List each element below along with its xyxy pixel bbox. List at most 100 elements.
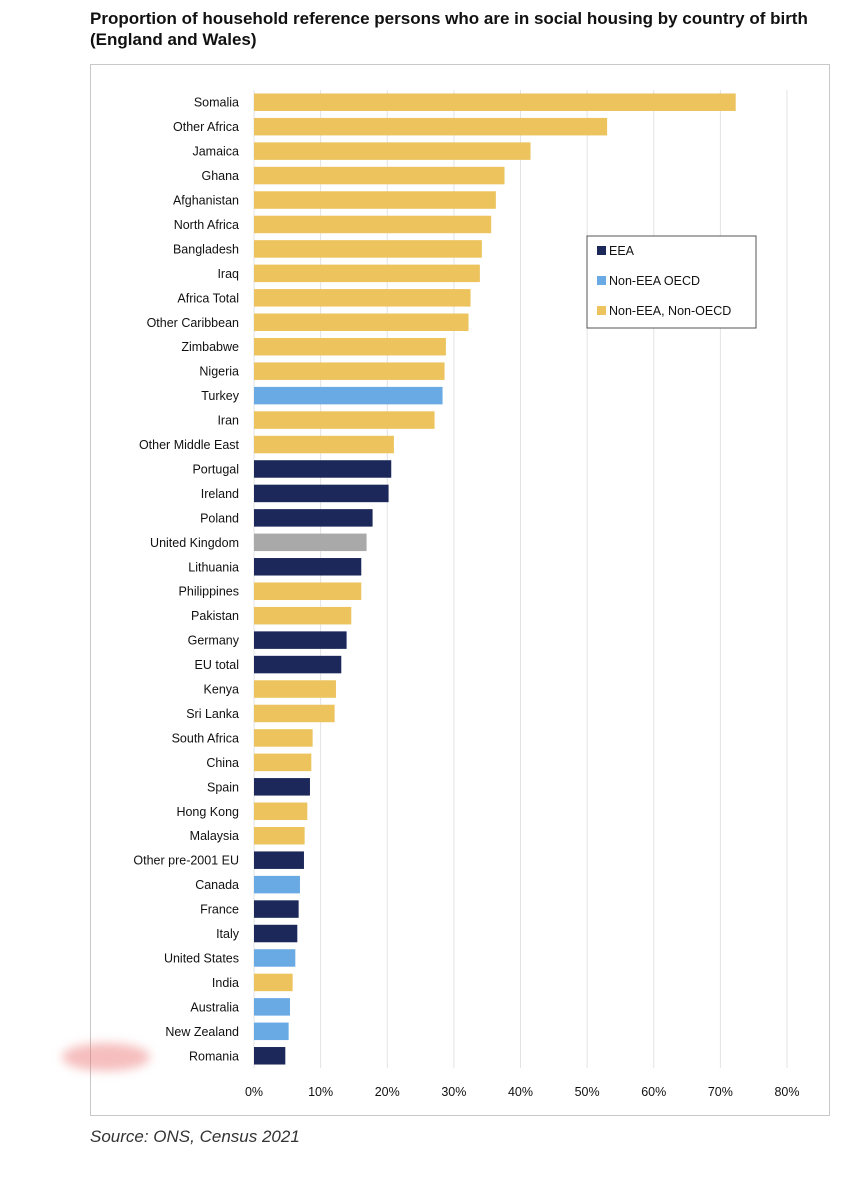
- category-label: Somalia: [194, 96, 239, 110]
- source-note: Source: ONS, Census 2021: [90, 1127, 300, 1146]
- category-label: North Africa: [174, 218, 239, 232]
- category-label: United Kingdom: [150, 536, 239, 550]
- bar-romania: [254, 1047, 286, 1065]
- category-label: Africa Total: [177, 291, 239, 305]
- category-label: Turkey: [201, 389, 239, 403]
- bars: [254, 93, 736, 1065]
- bar-other-middle-east: [254, 435, 394, 454]
- x-tick-label: 0%: [245, 1085, 263, 1099]
- bar-eu-total: [254, 655, 342, 674]
- bar-china: [254, 753, 312, 772]
- category-label: Portugal: [192, 462, 239, 476]
- category-label: Philippines: [179, 585, 239, 599]
- bar-germany: [254, 631, 347, 649]
- category-label: France: [200, 903, 239, 917]
- bar-north-africa: [254, 215, 492, 234]
- bar-portugal: [254, 460, 392, 478]
- legend: EEA Non-EEA OECD Non-EEA, Non-OECD: [586, 235, 757, 329]
- bar-canada: [254, 875, 300, 894]
- bar-spain: [254, 778, 310, 796]
- category-label: Zimbabwe: [181, 340, 239, 354]
- category-label: South Africa: [172, 731, 239, 745]
- bar-new-zealand: [254, 1022, 289, 1041]
- category-labels: Somalia Other Africa Jamaica Ghana Afghanist…: [133, 96, 239, 1064]
- bar-lithuania: [254, 558, 362, 576]
- bar-somalia: [254, 93, 736, 111]
- legend-label: EEA: [609, 244, 635, 258]
- category-label: Sri Lanka: [186, 707, 239, 721]
- category-label: Ghana: [201, 169, 239, 183]
- bar-malaysia: [254, 826, 305, 845]
- category-label: Other Africa: [173, 120, 239, 134]
- category-label: Kenya: [204, 683, 239, 697]
- x-tick-label: 80%: [774, 1085, 799, 1099]
- bar-afghanistan: [254, 191, 496, 209]
- bar-other-pre-2001-eu: [254, 851, 304, 869]
- x-tick-label: 50%: [575, 1085, 600, 1099]
- category-label: India: [212, 976, 239, 990]
- bar-iran: [254, 411, 435, 429]
- bar-turkey: [254, 386, 443, 405]
- category-label: Other Middle East: [139, 438, 240, 452]
- bar-philippines: [254, 582, 362, 600]
- bar-sri-lanka: [254, 704, 335, 723]
- category-label: Germany: [188, 634, 240, 648]
- bar-other-caribbean: [254, 313, 469, 332]
- bar-australia: [254, 998, 290, 1016]
- bar-chart: Somalia Other Africa Jamaica Ghana Afghanist…: [133, 90, 800, 1099]
- category-label: China: [206, 756, 239, 770]
- bar-hong-kong: [254, 802, 308, 821]
- category-label: Jamaica: [192, 145, 239, 159]
- category-label: Ireland: [201, 487, 239, 501]
- category-label: Romania: [189, 1049, 239, 1063]
- bar-zimbabwe: [254, 337, 446, 356]
- bar-india: [254, 973, 293, 992]
- bar-poland: [254, 509, 373, 527]
- bar-ghana: [254, 166, 505, 185]
- category-label: Other Caribbean: [147, 316, 239, 330]
- x-tick-label: 40%: [508, 1085, 533, 1099]
- legend-label: Non-EEA OECD: [609, 274, 700, 288]
- x-tick-label: 30%: [441, 1085, 466, 1099]
- bar-bangladesh: [254, 240, 482, 258]
- category-label: EU total: [195, 658, 239, 672]
- bar-united-kingdom: [254, 533, 367, 552]
- category-label: Iraq: [217, 267, 239, 281]
- x-tick-label: 10%: [308, 1085, 333, 1099]
- category-label: Other pre-2001 EU: [133, 854, 239, 868]
- legend-swatch: [597, 306, 606, 315]
- category-label: Italy: [216, 927, 240, 941]
- bar-other-africa: [254, 117, 608, 136]
- red-smudge-mark: [62, 1043, 150, 1071]
- x-tick-label: 70%: [708, 1085, 733, 1099]
- bar-kenya: [254, 680, 336, 698]
- x-tick-labels: 0% 10% 20% 30% 40% 50% 60% 70% 80%: [245, 1085, 800, 1099]
- bar-italy: [254, 924, 298, 943]
- category-label: United States: [164, 951, 239, 965]
- category-label: Lithuania: [188, 560, 239, 574]
- category-label: New Zealand: [165, 1025, 239, 1039]
- category-label: Pakistan: [191, 609, 239, 623]
- bar-africa-total: [254, 289, 471, 307]
- bar-pakistan: [254, 606, 352, 625]
- legend-swatch: [597, 276, 606, 285]
- legend-label: Non-EEA, Non-OECD: [609, 304, 731, 318]
- bar-iraq: [254, 264, 480, 283]
- category-label: Hong Kong: [176, 805, 239, 819]
- legend-box: [586, 235, 757, 329]
- category-label: Canada: [195, 878, 239, 892]
- category-label: Spain: [207, 780, 239, 794]
- category-label: Afghanistan: [173, 194, 239, 208]
- category-label: Bangladesh: [173, 242, 239, 256]
- category-label: Poland: [200, 511, 239, 525]
- bar-south-africa: [254, 729, 313, 747]
- bar-united-states: [254, 949, 296, 967]
- bar-nigeria: [254, 362, 445, 380]
- legend-swatch: [597, 246, 606, 255]
- bar-ireland: [254, 484, 389, 503]
- bar-jamaica: [254, 142, 531, 160]
- x-tick-label: 20%: [375, 1085, 400, 1099]
- category-label: Malaysia: [190, 829, 239, 843]
- x-tick-label: 60%: [641, 1085, 666, 1099]
- bar-france: [254, 900, 299, 918]
